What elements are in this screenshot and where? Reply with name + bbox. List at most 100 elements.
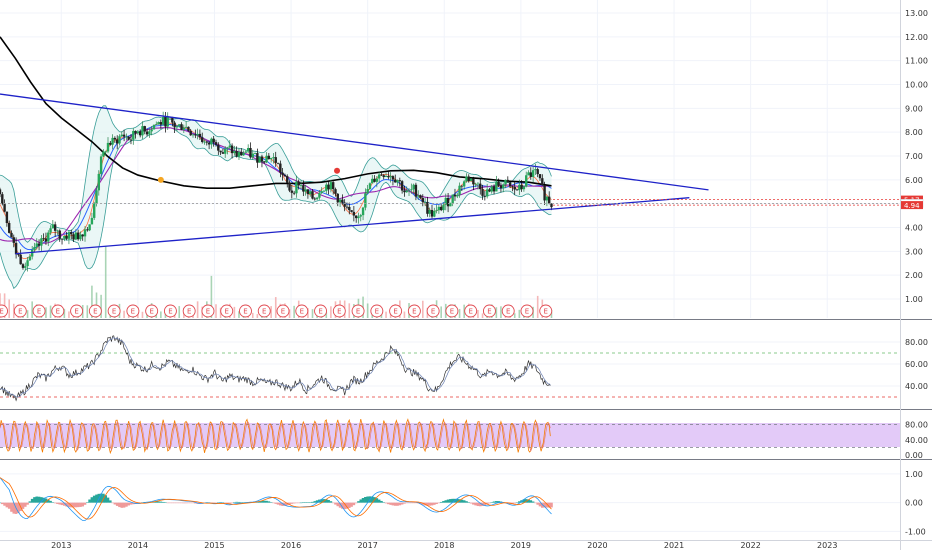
volume-bar [100, 294, 102, 318]
macd-hist-bar [274, 502, 278, 504]
macd-pane[interactable]: 1.00 0.00 -1.00 [0, 470, 926, 536]
earnings-marker[interactable]: E [51, 304, 65, 318]
candle-body [283, 174, 287, 177]
earnings-marker[interactable]: E [314, 304, 328, 318]
candle-body [329, 182, 333, 190]
macd-hist-bar [547, 502, 551, 508]
time-axis[interactable]: 2013 2014 2015 2016 2017 2018 2019 2020 2021 2022… [0, 540, 932, 550]
candle-body [313, 198, 317, 200]
earnings-marker[interactable]: E [0, 304, 8, 318]
macd-hist-bar [113, 502, 117, 505]
candle-body [235, 151, 238, 157]
earnings-label: E [525, 308, 529, 316]
candle-body [178, 124, 181, 127]
earnings-marker[interactable]: E [482, 304, 496, 318]
candle-body [334, 189, 337, 194]
earnings-marker[interactable]: E [145, 304, 159, 318]
macd-hist-bar [398, 502, 402, 506]
earnings-marker[interactable]: E [389, 304, 403, 318]
candle-body [391, 176, 395, 180]
candle-body [24, 266, 27, 268]
macd-hist-bar [104, 495, 108, 503]
macd-hist-bar [56, 502, 59, 504]
candle-body [276, 162, 280, 164]
rsi-signal-line [0, 337, 551, 398]
macd-hist-bar [472, 502, 475, 505]
earnings-marker[interactable]: E [276, 304, 290, 318]
price-axis[interactable]: 13.0012.0011.0010.009.008.007.006.005.00… [905, 9, 928, 304]
trendline-lower [15, 197, 690, 255]
macd-hist-bar [343, 502, 346, 510]
candle-body [380, 174, 383, 176]
earnings-marker[interactable]: E [370, 304, 384, 318]
trendlines[interactable] [0, 93, 709, 255]
earnings-marker[interactable]: E [351, 304, 365, 318]
volume-bar [477, 309, 479, 318]
earnings-marker[interactable]: E [220, 304, 234, 318]
earnings-marker[interactable]: E [70, 304, 84, 318]
candle-body [272, 157, 275, 158]
macd-hist-bar [276, 502, 280, 505]
macd-hist-bar [412, 502, 415, 504]
earnings-marker[interactable]: E [107, 304, 121, 318]
rsi-pane[interactable]: 80.00 60.00 40.00 [0, 335, 928, 402]
macd-hist-bar [214, 502, 218, 504]
macd-hist-bar [118, 502, 121, 508]
candle-body [419, 195, 422, 199]
earnings-marker[interactable]: E [239, 304, 252, 318]
earnings-marker[interactable]: E [520, 304, 534, 318]
candle-body [345, 206, 349, 208]
macd-hist-bar [164, 502, 167, 503]
price-pane[interactable]: E E E E E E E E E E E E E E E E E E E E E E E E E E E E E E 13.00 12.0… [0, 0, 928, 318]
earnings-marker[interactable]: E [426, 304, 440, 318]
earnings-marker[interactable]: E [295, 304, 309, 318]
earnings-marker[interactable]: E [332, 304, 346, 318]
candle-body [95, 190, 98, 204]
macd-hist-bar [308, 502, 312, 503]
earnings-marker[interactable]: E [163, 304, 177, 318]
candle-body [58, 230, 61, 239]
candle-body [527, 172, 530, 176]
macd-hist-bar [258, 501, 261, 503]
earnings-marker[interactable]: E [88, 304, 102, 318]
candle-body [290, 190, 294, 193]
candle-body [442, 204, 445, 211]
earnings-marker[interactable]: E [257, 304, 271, 318]
candle-body [417, 195, 420, 197]
macd-hist-bar [439, 501, 443, 503]
candle-body [451, 194, 454, 204]
macd-hist-bar [543, 502, 546, 508]
earnings-marker[interactable]: E [182, 304, 196, 318]
macd-hist-bar [366, 496, 369, 503]
macd-hist-bar [161, 501, 165, 503]
macd-hist-bar [129, 502, 133, 505]
earnings-marker[interactable]: E [201, 304, 215, 318]
macd-hist-bar [180, 502, 183, 504]
candle-body [67, 232, 71, 239]
earnings-marker[interactable]: E [464, 304, 478, 318]
earnings-label: E [149, 308, 153, 316]
macd-hist-bar [380, 500, 383, 503]
earnings-marker[interactable]: E [126, 304, 140, 318]
candle-body [518, 184, 521, 191]
earnings-marker[interactable]: E [445, 304, 459, 318]
macd-hist-bar [384, 502, 388, 504]
macd-hist-bar [166, 502, 170, 504]
earnings-marker[interactable]: E [501, 304, 515, 318]
candle-body [99, 156, 103, 174]
earnings-marker[interactable]: E [407, 304, 421, 318]
candle-body [508, 182, 512, 187]
stoch-pane[interactable]: 80.00 40.00 0.00 [0, 418, 928, 460]
volume-bar [513, 313, 516, 318]
earnings-marker[interactable]: E [539, 304, 553, 318]
earnings-label: E [393, 308, 397, 316]
macd-hist-bar [46, 499, 50, 503]
volume-bar [12, 303, 15, 318]
volume-bar [160, 311, 162, 318]
candle-body [288, 182, 291, 191]
earnings-marker[interactable]: E [32, 304, 46, 318]
earnings-marker[interactable]: E [13, 304, 27, 318]
earnings-label: E [93, 308, 97, 316]
